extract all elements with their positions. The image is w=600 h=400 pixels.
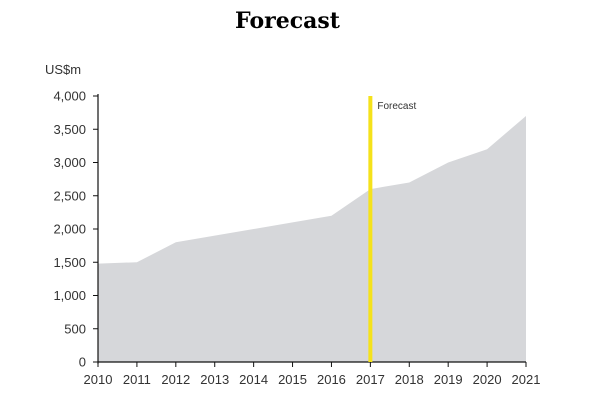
x-tick-label: 2015	[278, 372, 307, 387]
x-tick-label: 2011	[123, 372, 151, 387]
chart-title: Forecast	[235, 8, 340, 34]
y-tick-label: 1,500	[53, 255, 86, 270]
x-tick-label: 2014	[239, 372, 268, 387]
y-tick-label: 2,500	[53, 188, 86, 203]
x-tick-label: 2012	[161, 372, 190, 387]
x-tick-label: 2019	[434, 372, 463, 387]
x-tick-label: 2013	[200, 372, 229, 387]
y-tick-label: 3,500	[53, 122, 86, 137]
x-tick-label: 2020	[473, 372, 502, 387]
y-tick-label: 2,000	[53, 222, 86, 237]
y-tick-label: 3,000	[53, 155, 86, 170]
y-tick-label: 0	[79, 355, 86, 370]
y-tick-label: 4,000	[53, 89, 86, 104]
x-tick-label: 2016	[317, 372, 346, 387]
y-axis-unit-label: US$m	[45, 62, 81, 77]
forecast-annotation-label: Forecast	[377, 101, 416, 112]
area-series	[98, 115, 526, 362]
y-tick-label: 1,000	[53, 288, 86, 303]
x-tick-label: 2010	[84, 372, 113, 387]
x-tick-label: 2018	[395, 372, 424, 387]
y-tick-label: 500	[64, 321, 86, 336]
x-tick-label: 2021	[512, 372, 541, 387]
x-tick-label: 2017	[356, 372, 385, 387]
